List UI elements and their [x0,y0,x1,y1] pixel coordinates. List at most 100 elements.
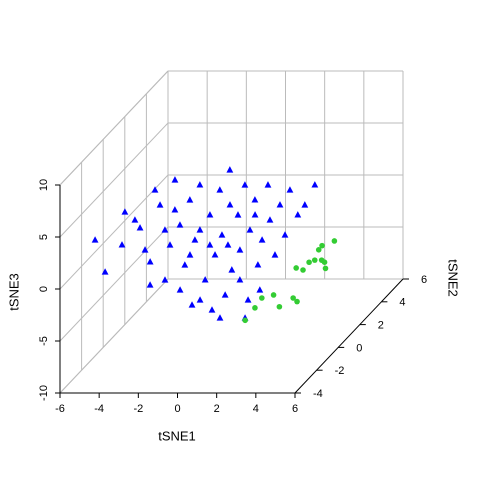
point [294,298,300,305]
point [141,246,149,253]
point [294,211,302,218]
point [254,261,262,268]
point [226,166,234,173]
point [322,265,329,272]
z-axis-label: tSNE3 [6,273,21,311]
point [101,268,109,275]
point [244,296,252,303]
point [151,186,159,193]
point [176,221,184,228]
point [186,196,194,203]
point [161,226,169,233]
point [290,295,296,301]
point [252,305,258,311]
point [206,241,214,248]
z-tick-label: -10 [38,385,50,401]
point [251,196,259,203]
point [286,186,294,193]
point [301,201,309,208]
point [256,286,264,293]
point [156,201,164,208]
z-tick-label: 0 [38,286,50,292]
point [300,267,306,273]
y-axis-label: tSNE2 [446,259,461,297]
y-tick-label: 4 [399,297,405,309]
point [276,303,283,310]
x-tick-label: 6 [292,403,298,415]
point [241,181,249,188]
point [224,241,232,248]
y-tick-label: 2 [378,320,384,332]
point [271,251,279,258]
point [216,186,224,193]
point [270,292,277,298]
point [201,276,209,283]
grid-line [59,226,169,342]
point [166,241,174,248]
point [118,241,126,248]
z-tick-label: 5 [38,234,50,240]
point [131,216,139,223]
y-tick-label: -2 [335,365,345,377]
point [196,181,204,188]
point [171,176,179,183]
point [266,216,274,223]
point [234,211,242,218]
y-tick-label: -4 [313,388,323,400]
point [186,251,194,258]
point [293,265,299,271]
point [251,211,259,218]
point [121,208,129,215]
point [306,259,312,266]
y-tick-label: 6 [421,274,427,286]
point [228,266,236,273]
point [176,286,184,293]
point [311,257,318,263]
point [216,314,224,321]
point [146,258,154,265]
x-tick-label: -6 [55,403,65,415]
point [196,296,204,303]
point [188,301,196,308]
point [206,211,214,218]
point [258,236,266,243]
point [136,224,144,231]
point [264,181,272,188]
point [242,317,248,324]
point [161,276,169,283]
box-edge [59,70,169,186]
point [208,306,216,313]
point [259,295,265,301]
point [146,281,154,288]
x-axis-label: tSNE1 [158,428,196,443]
point [196,226,204,233]
point [191,236,199,243]
point [281,231,289,238]
point [218,231,226,238]
point [276,201,284,208]
x-tick-label: 4 [253,403,259,415]
point [221,291,229,298]
point [211,251,219,258]
z-tick-label: 10 [38,179,50,191]
point [319,242,325,249]
point [236,276,244,283]
z-tick-label: -5 [38,336,50,346]
point [91,236,99,243]
x-tick-label: -2 [133,403,143,415]
point [321,259,328,266]
x-tick-label: 0 [174,403,180,415]
point [171,206,179,213]
point [236,246,244,253]
x-tick-label: -4 [94,403,104,415]
y-tick-label: 0 [356,342,362,354]
point [226,201,234,208]
point [181,261,189,268]
x-tick-label: 2 [214,403,220,415]
grid-line [59,122,169,238]
point [246,226,254,233]
point [315,247,322,253]
point [331,238,338,244]
box-edge [59,278,169,394]
